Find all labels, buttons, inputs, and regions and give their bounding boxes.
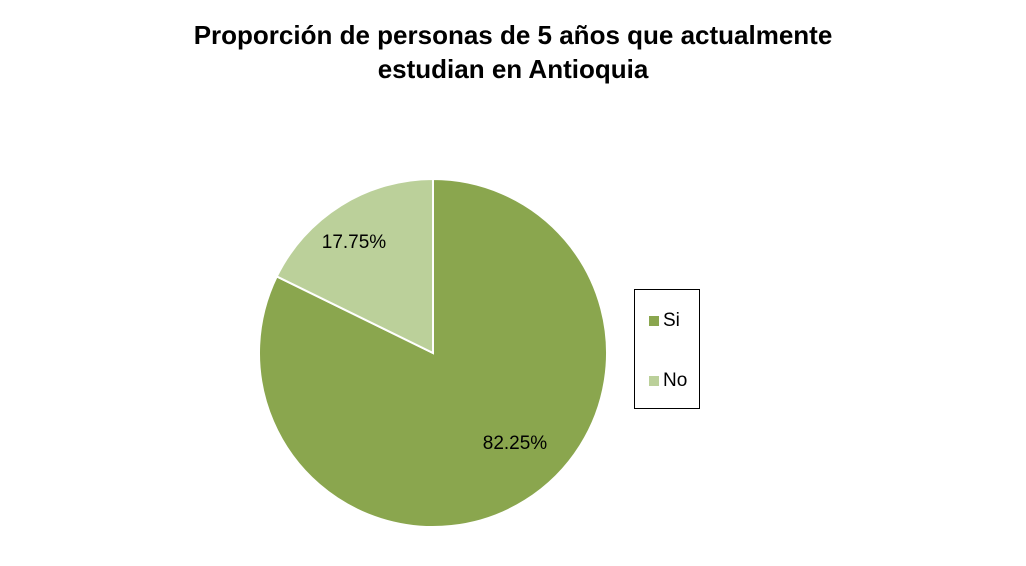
pie-slices xyxy=(258,177,608,528)
pie-slice-no xyxy=(275,177,434,355)
chart-legend: Si No xyxy=(634,289,700,409)
legend-item-si: Si xyxy=(649,310,680,332)
chart-title-line-2: estudian en Antioquia xyxy=(377,54,649,84)
data-label-si: 82.25% xyxy=(483,433,548,454)
pie-data-labels: 82.25% 17.75% xyxy=(322,232,548,454)
legend-swatch-si xyxy=(649,316,659,326)
legend-label-no: No xyxy=(663,370,688,391)
chart-title: Proporción de personas de 5 años que act… xyxy=(0,18,1026,86)
legend-label-si: Si xyxy=(663,310,680,331)
data-label-no: 17.75% xyxy=(322,232,387,253)
legend-item-no: No xyxy=(649,370,687,392)
chart-title-line-1: Proporción de personas de 5 años que act… xyxy=(193,20,833,50)
legend-swatch-no xyxy=(649,376,659,386)
